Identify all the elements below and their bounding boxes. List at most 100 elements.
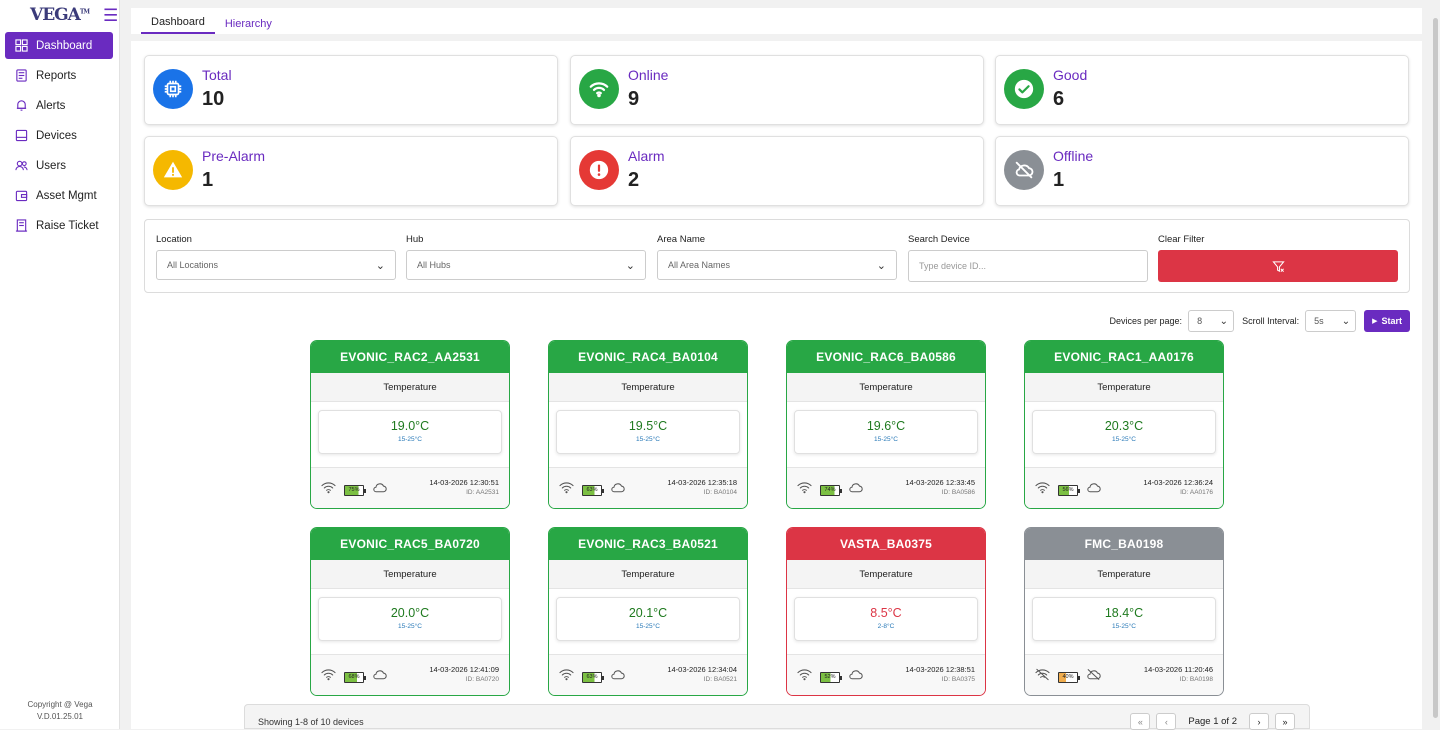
page-scrollbar[interactable] bbox=[1431, 0, 1440, 729]
chevron-down-icon: ⌄ bbox=[375, 259, 385, 272]
area-select[interactable]: All Area Names ⌄ bbox=[657, 250, 897, 280]
stat-value: 6 bbox=[1053, 88, 1065, 110]
tab-dashboard[interactable]: Dashboard bbox=[141, 16, 215, 34]
temperature-range: 15-25°C bbox=[1112, 623, 1136, 630]
sensor-type: Temperature bbox=[787, 560, 985, 589]
stat-card-pre-alarm[interactable]: Pre-Alarm 1 bbox=[144, 136, 558, 206]
location-select[interactable]: All Locations ⌄ bbox=[156, 250, 396, 280]
scroll-interval-select[interactable]: 5s ⌄ bbox=[1305, 310, 1357, 332]
device-name: FMC_BA0198 bbox=[1025, 528, 1223, 560]
battery-icon: 56% bbox=[1058, 484, 1080, 496]
cloud-icon bbox=[372, 668, 387, 686]
warning-icon bbox=[153, 150, 193, 190]
stat-value: 10 bbox=[202, 88, 225, 110]
reading-box: 19.0°C 15-25°C bbox=[318, 410, 502, 454]
temperature-range: 15-25°C bbox=[874, 436, 898, 443]
stat-label: Good bbox=[1053, 67, 1088, 83]
wifi-off-icon bbox=[1035, 668, 1050, 686]
hub-filter: Hub All Hubs ⌄ bbox=[406, 234, 646, 280]
sidebar-item-reports[interactable]: Reports bbox=[5, 62, 113, 89]
wifi-icon bbox=[321, 668, 336, 686]
sensor-type: Temperature bbox=[549, 373, 747, 402]
location-label: Location bbox=[156, 234, 192, 245]
copyright-text: Copyright @ Vega bbox=[27, 700, 93, 709]
device-name: EVONIC_RAC3_BA0521 bbox=[549, 528, 747, 560]
cloud-icon bbox=[610, 668, 625, 686]
exclamation-icon bbox=[579, 150, 619, 190]
device-card[interactable]: EVONIC_RAC1_AA0176 Temperature 20.3°C 15-25… bbox=[1024, 340, 1224, 509]
wifi-icon bbox=[579, 69, 619, 109]
area-filter: Area Name All Area Names ⌄ bbox=[657, 234, 897, 280]
device-card[interactable]: EVONIC_RAC6_BA0586 Temperature 19.6°C 15-25… bbox=[786, 340, 986, 509]
sensor-type: Temperature bbox=[1025, 560, 1223, 589]
sidebar-item-asset-mgmt[interactable]: Asset Mgmt bbox=[5, 182, 113, 209]
carousel-controls: Devices per page: 8 ⌄ Scroll Interval: 5s… bbox=[1110, 310, 1410, 332]
reading-box: 19.5°C 15-25°C bbox=[556, 410, 740, 454]
play-icon: ▶ bbox=[1372, 318, 1378, 325]
next-page-button[interactable]: › bbox=[1249, 713, 1269, 730]
cloud-icon bbox=[848, 668, 863, 686]
wifi-icon bbox=[797, 668, 812, 686]
last-updated: 14-03-2026 12:41:09 bbox=[429, 665, 499, 674]
clear-filter-button[interactable] bbox=[1158, 250, 1398, 282]
sidebar-item-raise-ticket[interactable]: Raise Ticket bbox=[5, 212, 113, 239]
sensor-type: Temperature bbox=[311, 373, 509, 402]
sidebar-item-label: Devices bbox=[36, 129, 77, 142]
ticket-icon bbox=[15, 219, 28, 232]
first-page-button[interactable]: « bbox=[1130, 713, 1151, 730]
interval-label: Scroll Interval: bbox=[1242, 316, 1300, 326]
sidebar-item-alerts[interactable]: Alerts bbox=[5, 92, 113, 119]
sidebar-item-label: Alerts bbox=[36, 99, 66, 112]
stat-card-offline[interactable]: Offline 1 bbox=[995, 136, 1409, 206]
temperature-range: 15-25°C bbox=[636, 623, 660, 630]
dashboard-icon bbox=[15, 39, 28, 52]
temperature-range: 2-8°C bbox=[877, 623, 895, 630]
device-card[interactable]: FMC_BA0198 Temperature 18.4°C 15-25°C 40% 14-… bbox=[1024, 527, 1224, 696]
search-device-input[interactable]: Type device ID... bbox=[908, 250, 1148, 282]
start-button[interactable]: ▶ Start bbox=[1364, 310, 1410, 332]
main-content: Total 10 Online 9 Good 6 Pre-Alarm 1 Ala… bbox=[131, 41, 1422, 730]
card-footer: 63% 14-03-2026 12:35:18 ID: BA0104 bbox=[549, 467, 747, 508]
scrollbar-thumb[interactable] bbox=[1433, 18, 1438, 718]
temperature-range: 15-25°C bbox=[1112, 436, 1136, 443]
cloud-icon bbox=[372, 481, 387, 499]
reading-box: 20.3°C 15-25°C bbox=[1032, 410, 1216, 454]
stat-card-online[interactable]: Online 9 bbox=[570, 55, 984, 125]
sensor-type: Temperature bbox=[1025, 373, 1223, 402]
reading-box: 18.4°C 15-25°C bbox=[1032, 597, 1216, 641]
tab-hierarchy[interactable]: Hierarchy bbox=[224, 18, 272, 30]
sidebar-item-devices[interactable]: Devices bbox=[5, 122, 113, 149]
reading-box: 19.6°C 15-25°C bbox=[794, 410, 978, 454]
filter-clear-icon bbox=[1271, 260, 1285, 272]
device-card[interactable]: EVONIC_RAC3_BA0521 Temperature 20.1°C 15-25… bbox=[548, 527, 748, 696]
chevron-down-icon: ⌄ bbox=[1341, 315, 1351, 327]
stat-card-alarm[interactable]: Alarm 2 bbox=[570, 136, 984, 206]
device-card[interactable]: EVONIC_RAC2_AA2531 Temperature 19.0°C 15-25… bbox=[310, 340, 510, 509]
last-page-button[interactable]: » bbox=[1275, 713, 1295, 730]
device-card[interactable]: VASTA_BA0375 Temperature 8.5°C 2-8°C 52% 14-0… bbox=[786, 527, 986, 696]
stat-card-good[interactable]: Good 6 bbox=[995, 55, 1409, 125]
sidebar-item-users[interactable]: Users bbox=[5, 152, 113, 179]
vega-logo[interactable]: VEGATM bbox=[30, 5, 90, 25]
card-footer: 56% 14-03-2026 12:36:24 ID: AA0176 bbox=[1025, 467, 1223, 508]
cloud-off-icon bbox=[1086, 668, 1101, 686]
hub-select[interactable]: All Hubs ⌄ bbox=[406, 250, 646, 280]
users-icon bbox=[15, 160, 28, 171]
prev-page-button[interactable]: ‹ bbox=[1156, 713, 1177, 730]
temperature-value: 18.4°C bbox=[1104, 606, 1144, 620]
device-card[interactable]: EVONIC_RAC4_BA0104 Temperature 19.5°C 15-25… bbox=[548, 340, 748, 509]
showing-text: Showing 1-8 of 10 devices bbox=[258, 717, 364, 727]
stat-label: Online bbox=[628, 67, 669, 83]
stat-card-total[interactable]: Total 10 bbox=[144, 55, 558, 125]
hamburger-menu-icon[interactable]: ☰ bbox=[102, 5, 119, 25]
sensor-type: Temperature bbox=[787, 373, 985, 402]
per-page-select[interactable]: 8 ⌄ bbox=[1188, 310, 1235, 332]
device-id: ID: BA0521 bbox=[703, 676, 737, 683]
card-footer: 52% 14-03-2026 12:38:51 ID: BA0375 bbox=[787, 654, 985, 695]
cloud-icon bbox=[610, 481, 625, 499]
sidebar-item-dashboard[interactable]: Dashboard bbox=[5, 32, 113, 59]
cloud-off-icon bbox=[1004, 150, 1044, 190]
device-card[interactable]: EVONIC_RAC5_BA0720 Temperature 20.0°C 15-25… bbox=[310, 527, 510, 696]
temperature-value: 20.0°C bbox=[390, 606, 430, 620]
device-id: ID: BA0104 bbox=[703, 489, 737, 496]
